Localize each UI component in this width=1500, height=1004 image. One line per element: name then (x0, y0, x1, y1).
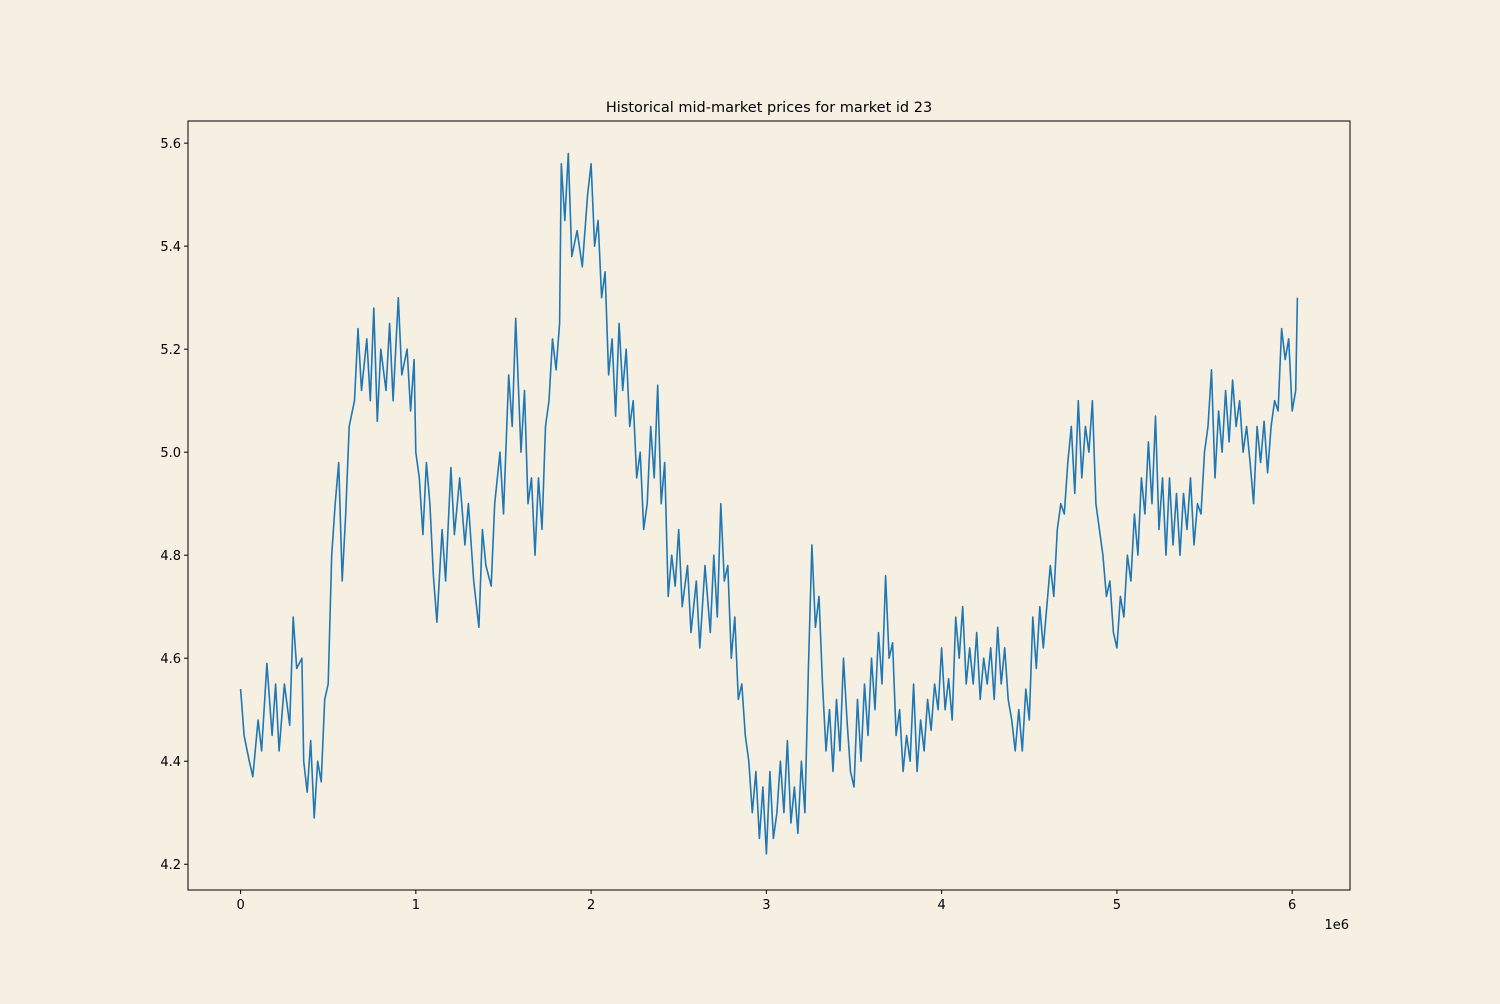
y-tick-label: 4.8 (160, 549, 181, 564)
y-tick-label: 4.4 (160, 755, 181, 770)
y-tick-label: 5.0 (160, 446, 181, 461)
x-tick-label: 2 (587, 898, 595, 913)
x-tick-label: 1 (412, 898, 420, 913)
x-tick-label: 0 (236, 898, 244, 913)
chart-title: Historical mid-market prices for market … (606, 100, 932, 116)
x-tick-label: 4 (937, 898, 945, 913)
y-tick-label: 5.2 (160, 343, 181, 358)
y-tick-label: 4.2 (160, 858, 181, 873)
plot-frame (187, 120, 1351, 891)
x-tick-label: 5 (1113, 898, 1121, 913)
y-tick-label: 5.6 (160, 137, 181, 152)
x-offset-label: 1e6 (1324, 918, 1349, 933)
y-tick-label: 5.4 (160, 240, 181, 255)
x-axis: 0 1 2 3 4 5 6 (236, 890, 1296, 913)
x-tick-label: 3 (762, 898, 770, 913)
x-tick-label: 6 (1288, 898, 1296, 913)
y-tick-label: 4.6 (160, 652, 181, 667)
price-series-line (239, 152, 1299, 855)
y-axis: 4.2 4.4 4.6 4.8 5.0 5.2 5.4 5.6 (160, 137, 188, 873)
